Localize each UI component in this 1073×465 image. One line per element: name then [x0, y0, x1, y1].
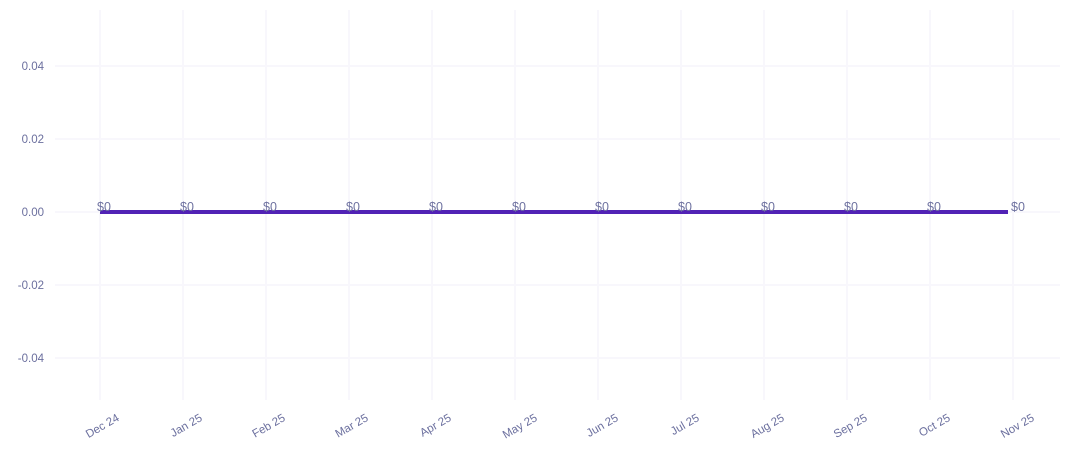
data-point-label: $0: [429, 200, 443, 214]
x-tick-label: Aug 25: [749, 412, 787, 441]
x-tick-label: Nov 25: [999, 412, 1037, 441]
x-tick-label: Apr 25: [418, 412, 453, 439]
y-tick-label: 0.00: [22, 207, 44, 219]
y-tick-label: -0.02: [18, 280, 44, 292]
data-point-label: $0: [97, 200, 111, 214]
data-point-label: $0: [761, 200, 775, 214]
data-point-label: $0: [844, 200, 858, 214]
y-tick-label: 0.02: [22, 134, 44, 146]
x-tick-label: Oct 25: [917, 412, 952, 439]
x-axis-tick-labels: Dec 24 Jan 25 Feb 25 Mar 25 Apr 25 May 2…: [84, 412, 1037, 442]
y-axis-tick-labels: 0.04 0.02 0.00 -0.02 -0.04: [18, 61, 45, 365]
x-tick-label: Jun 25: [585, 412, 621, 440]
data-point-label: $0: [180, 200, 194, 214]
y-tick-label: 0.04: [22, 61, 45, 73]
x-tick-label: Dec 24: [84, 412, 122, 441]
data-point-label: $0: [678, 200, 692, 214]
y-tick-label: -0.04: [18, 353, 45, 365]
x-tick-label: Sep 25: [832, 412, 870, 441]
data-point-label: $0: [1011, 200, 1025, 214]
data-point-label: $0: [512, 200, 526, 214]
data-point-labels: $0 $0 $0 $0 $0 $0 $0 $0 $0 $0 $0 $0: [97, 200, 1025, 214]
data-point-label: $0: [263, 200, 277, 214]
data-point-label: $0: [595, 200, 609, 214]
x-tick-label: Jul 25: [669, 412, 702, 438]
x-tick-label: May 25: [501, 412, 540, 441]
data-point-label: $0: [346, 200, 360, 214]
x-tick-label: Jan 25: [169, 412, 205, 440]
x-tick-label: Feb 25: [250, 412, 287, 440]
x-tick-label: Mar 25: [333, 412, 370, 440]
data-point-label: $0: [927, 200, 941, 214]
vertical-gridlines: [99, 10, 1014, 400]
